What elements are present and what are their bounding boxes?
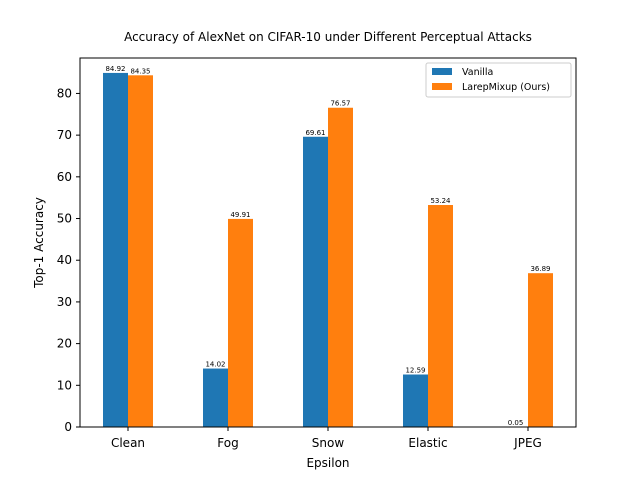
x-tick-label: JPEG	[513, 436, 542, 450]
y-tick-label: 60	[57, 170, 72, 184]
bar-elastic-series-1	[403, 374, 428, 427]
legend-swatch	[432, 68, 452, 75]
data-label: 76.57	[330, 100, 350, 108]
data-labels-layer: 84.92 84.35 14.02 49.91 69.61 76.57 12.59 53.24…	[105, 65, 550, 427]
chart-title: Accuracy of AlexNet on CIFAR-10 under Di…	[124, 30, 532, 44]
data-label: 84.92	[105, 65, 125, 73]
y-tick-label: 80	[57, 86, 72, 100]
data-label: 69.61	[305, 129, 325, 137]
bar-snow-series-1	[303, 136, 328, 427]
legend-box	[425, 62, 572, 98]
bar-fog-series-1	[203, 368, 228, 427]
data-label: 36.89	[530, 265, 550, 273]
bars-layer	[103, 72, 553, 427]
legend-entry: Vanilla	[462, 67, 493, 78]
data-label: 53.24	[430, 197, 451, 205]
data-label: 49.91	[230, 211, 250, 219]
x-tick-label: Fog	[217, 436, 238, 450]
data-label: 84.35	[130, 67, 150, 75]
bar-clean-series-2	[128, 75, 153, 427]
x-tick-label: Clean	[111, 436, 145, 450]
bar-clean-series-1	[103, 72, 128, 427]
y-tick-label: 30	[57, 295, 72, 309]
x-axis-label: Epsilon	[306, 456, 349, 470]
data-label: 14.02	[205, 361, 225, 369]
y-tick-label: 20	[57, 337, 72, 351]
legend-entry: LarepMixup (Ours)	[462, 82, 550, 93]
legend: Vanilla LarepMixup (Ours)	[425, 62, 572, 98]
bar-fog-series-2	[228, 218, 253, 427]
legend-swatch	[432, 83, 452, 90]
y-tick-label: 70	[57, 128, 72, 142]
y-tick-label: 50	[57, 212, 72, 226]
bar-snow-series-2	[328, 107, 353, 427]
x-axis: Clean Fog Snow Elastic JPEG	[111, 427, 542, 450]
bar-elastic-series-2	[428, 205, 453, 427]
bar-jpeg-series-2	[528, 273, 553, 427]
y-tick-label: 0	[64, 420, 72, 434]
y-tick-label: 10	[57, 378, 72, 392]
y-tick-label: 40	[57, 253, 72, 267]
x-tick-label: Elastic	[408, 436, 447, 450]
data-label: 12.59	[405, 367, 425, 375]
y-axis-label: Top-1 Accuracy	[32, 197, 46, 289]
x-tick-label: Snow	[312, 436, 345, 450]
y-axis: 0 10 20 30 40 50 60 70 80	[57, 86, 80, 434]
data-label: 0.05	[508, 419, 524, 427]
